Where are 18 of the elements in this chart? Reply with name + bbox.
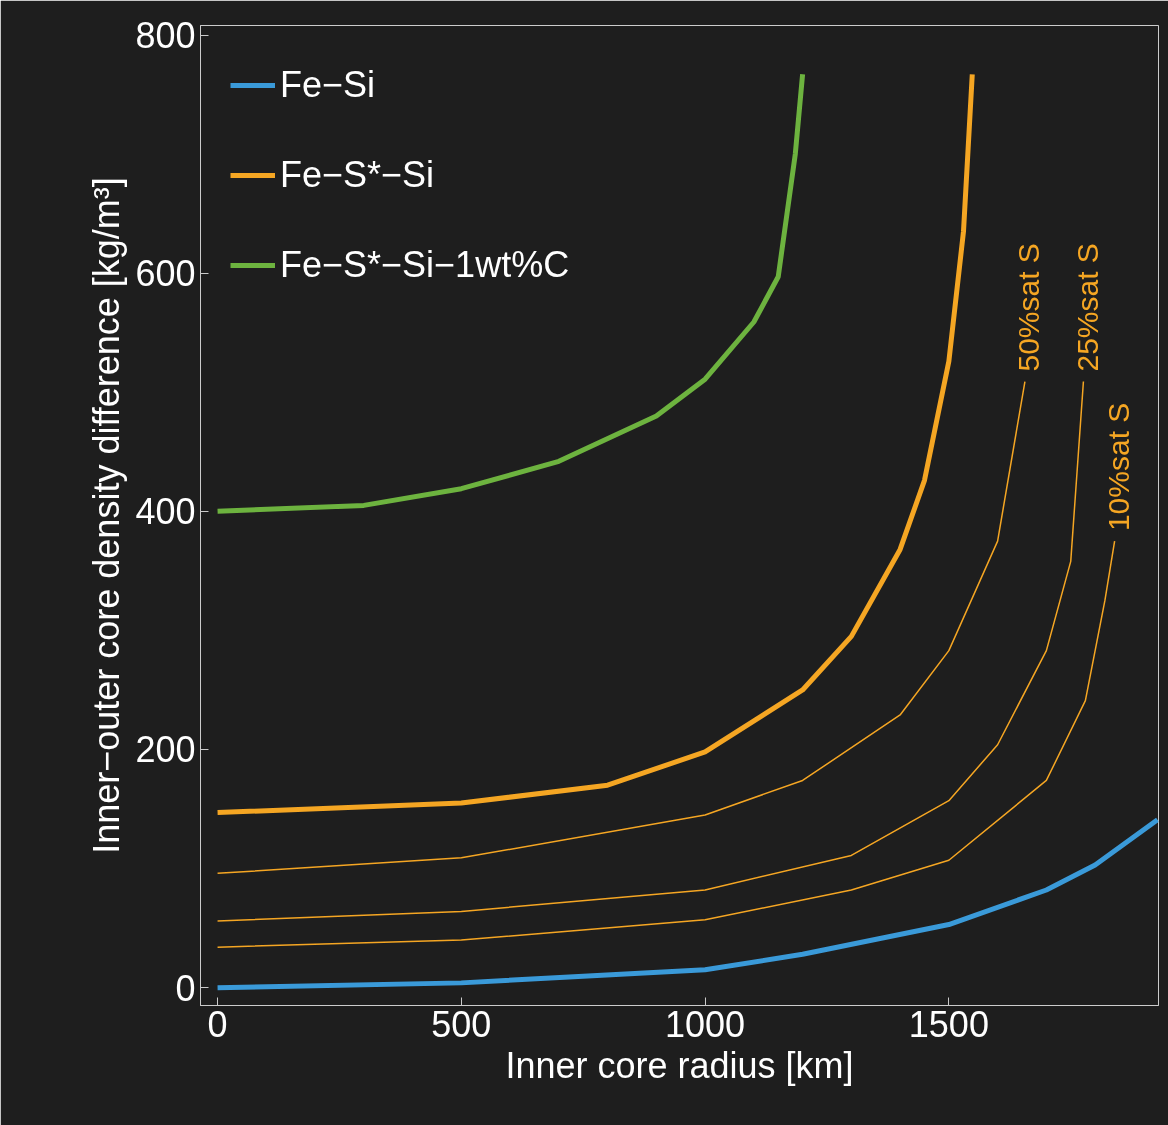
annotation: 25%sat S (1070, 243, 1104, 372)
y-tick-label: 800 (135, 15, 196, 57)
x-tick-label: 500 (431, 1003, 492, 1045)
annotation: 50%sat S (1012, 243, 1046, 372)
x-tick-label: 1500 (908, 1003, 989, 1045)
y-tick-label: 0 (175, 967, 196, 1009)
legend-label: Fe−S*−Si (280, 153, 435, 197)
y-axis-title: Inner−outer core density difference [kg/m³] (86, 177, 128, 854)
x-axis-title: Inner core radius [km] (505, 1044, 854, 1086)
line-series (216, 540, 1116, 948)
legend-label: Fe−S*−Si−1wt%C (280, 243, 570, 287)
x-tick-label: 0 (207, 1003, 228, 1045)
legend-label: Fe−Si (280, 63, 376, 107)
y-tick-label: 400 (135, 491, 196, 533)
y-tick-label: 600 (135, 253, 196, 295)
y-tick-label: 200 (135, 729, 196, 771)
x-tick-label: 1000 (665, 1003, 746, 1045)
annotation: 10%sat S (1102, 402, 1136, 532)
